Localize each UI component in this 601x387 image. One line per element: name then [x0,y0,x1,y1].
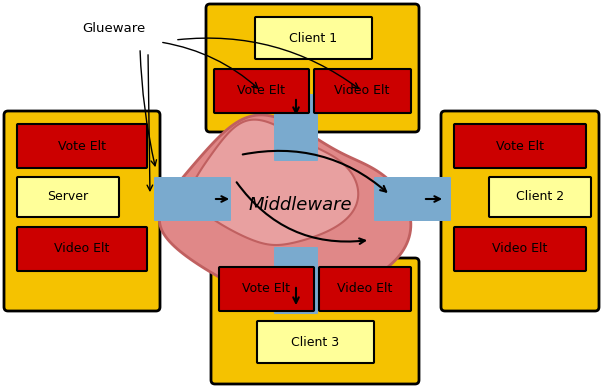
Text: Client 1: Client 1 [289,31,337,45]
Text: Video Elt: Video Elt [337,283,392,296]
Text: Vote Elt: Vote Elt [242,283,290,296]
Text: Video Elt: Video Elt [334,84,389,98]
Polygon shape [192,120,358,245]
FancyBboxPatch shape [257,321,374,363]
Text: Vote Elt: Vote Elt [58,139,106,152]
Text: Middleware: Middleware [248,196,352,214]
FancyBboxPatch shape [154,177,231,221]
FancyBboxPatch shape [454,124,586,168]
Text: Vote Elt: Vote Elt [237,84,285,98]
FancyBboxPatch shape [211,258,419,384]
FancyBboxPatch shape [4,111,160,311]
FancyBboxPatch shape [319,267,411,311]
FancyBboxPatch shape [274,247,318,314]
FancyBboxPatch shape [17,124,147,168]
Text: Glueware: Glueware [82,22,145,34]
FancyBboxPatch shape [374,177,451,221]
FancyBboxPatch shape [206,4,419,132]
FancyBboxPatch shape [274,94,318,161]
Text: Video Elt: Video Elt [492,243,548,255]
Text: Vote Elt: Vote Elt [496,139,544,152]
Text: Client 2: Client 2 [516,190,564,204]
FancyBboxPatch shape [441,111,599,311]
FancyBboxPatch shape [219,267,314,311]
FancyBboxPatch shape [214,69,309,113]
Polygon shape [159,115,411,304]
FancyBboxPatch shape [17,177,119,217]
FancyBboxPatch shape [17,227,147,271]
FancyBboxPatch shape [454,227,586,271]
Text: Server: Server [47,190,88,204]
FancyBboxPatch shape [489,177,591,217]
FancyBboxPatch shape [314,69,411,113]
FancyBboxPatch shape [255,17,372,59]
Text: Video Elt: Video Elt [54,243,110,255]
Text: Client 3: Client 3 [291,336,339,349]
